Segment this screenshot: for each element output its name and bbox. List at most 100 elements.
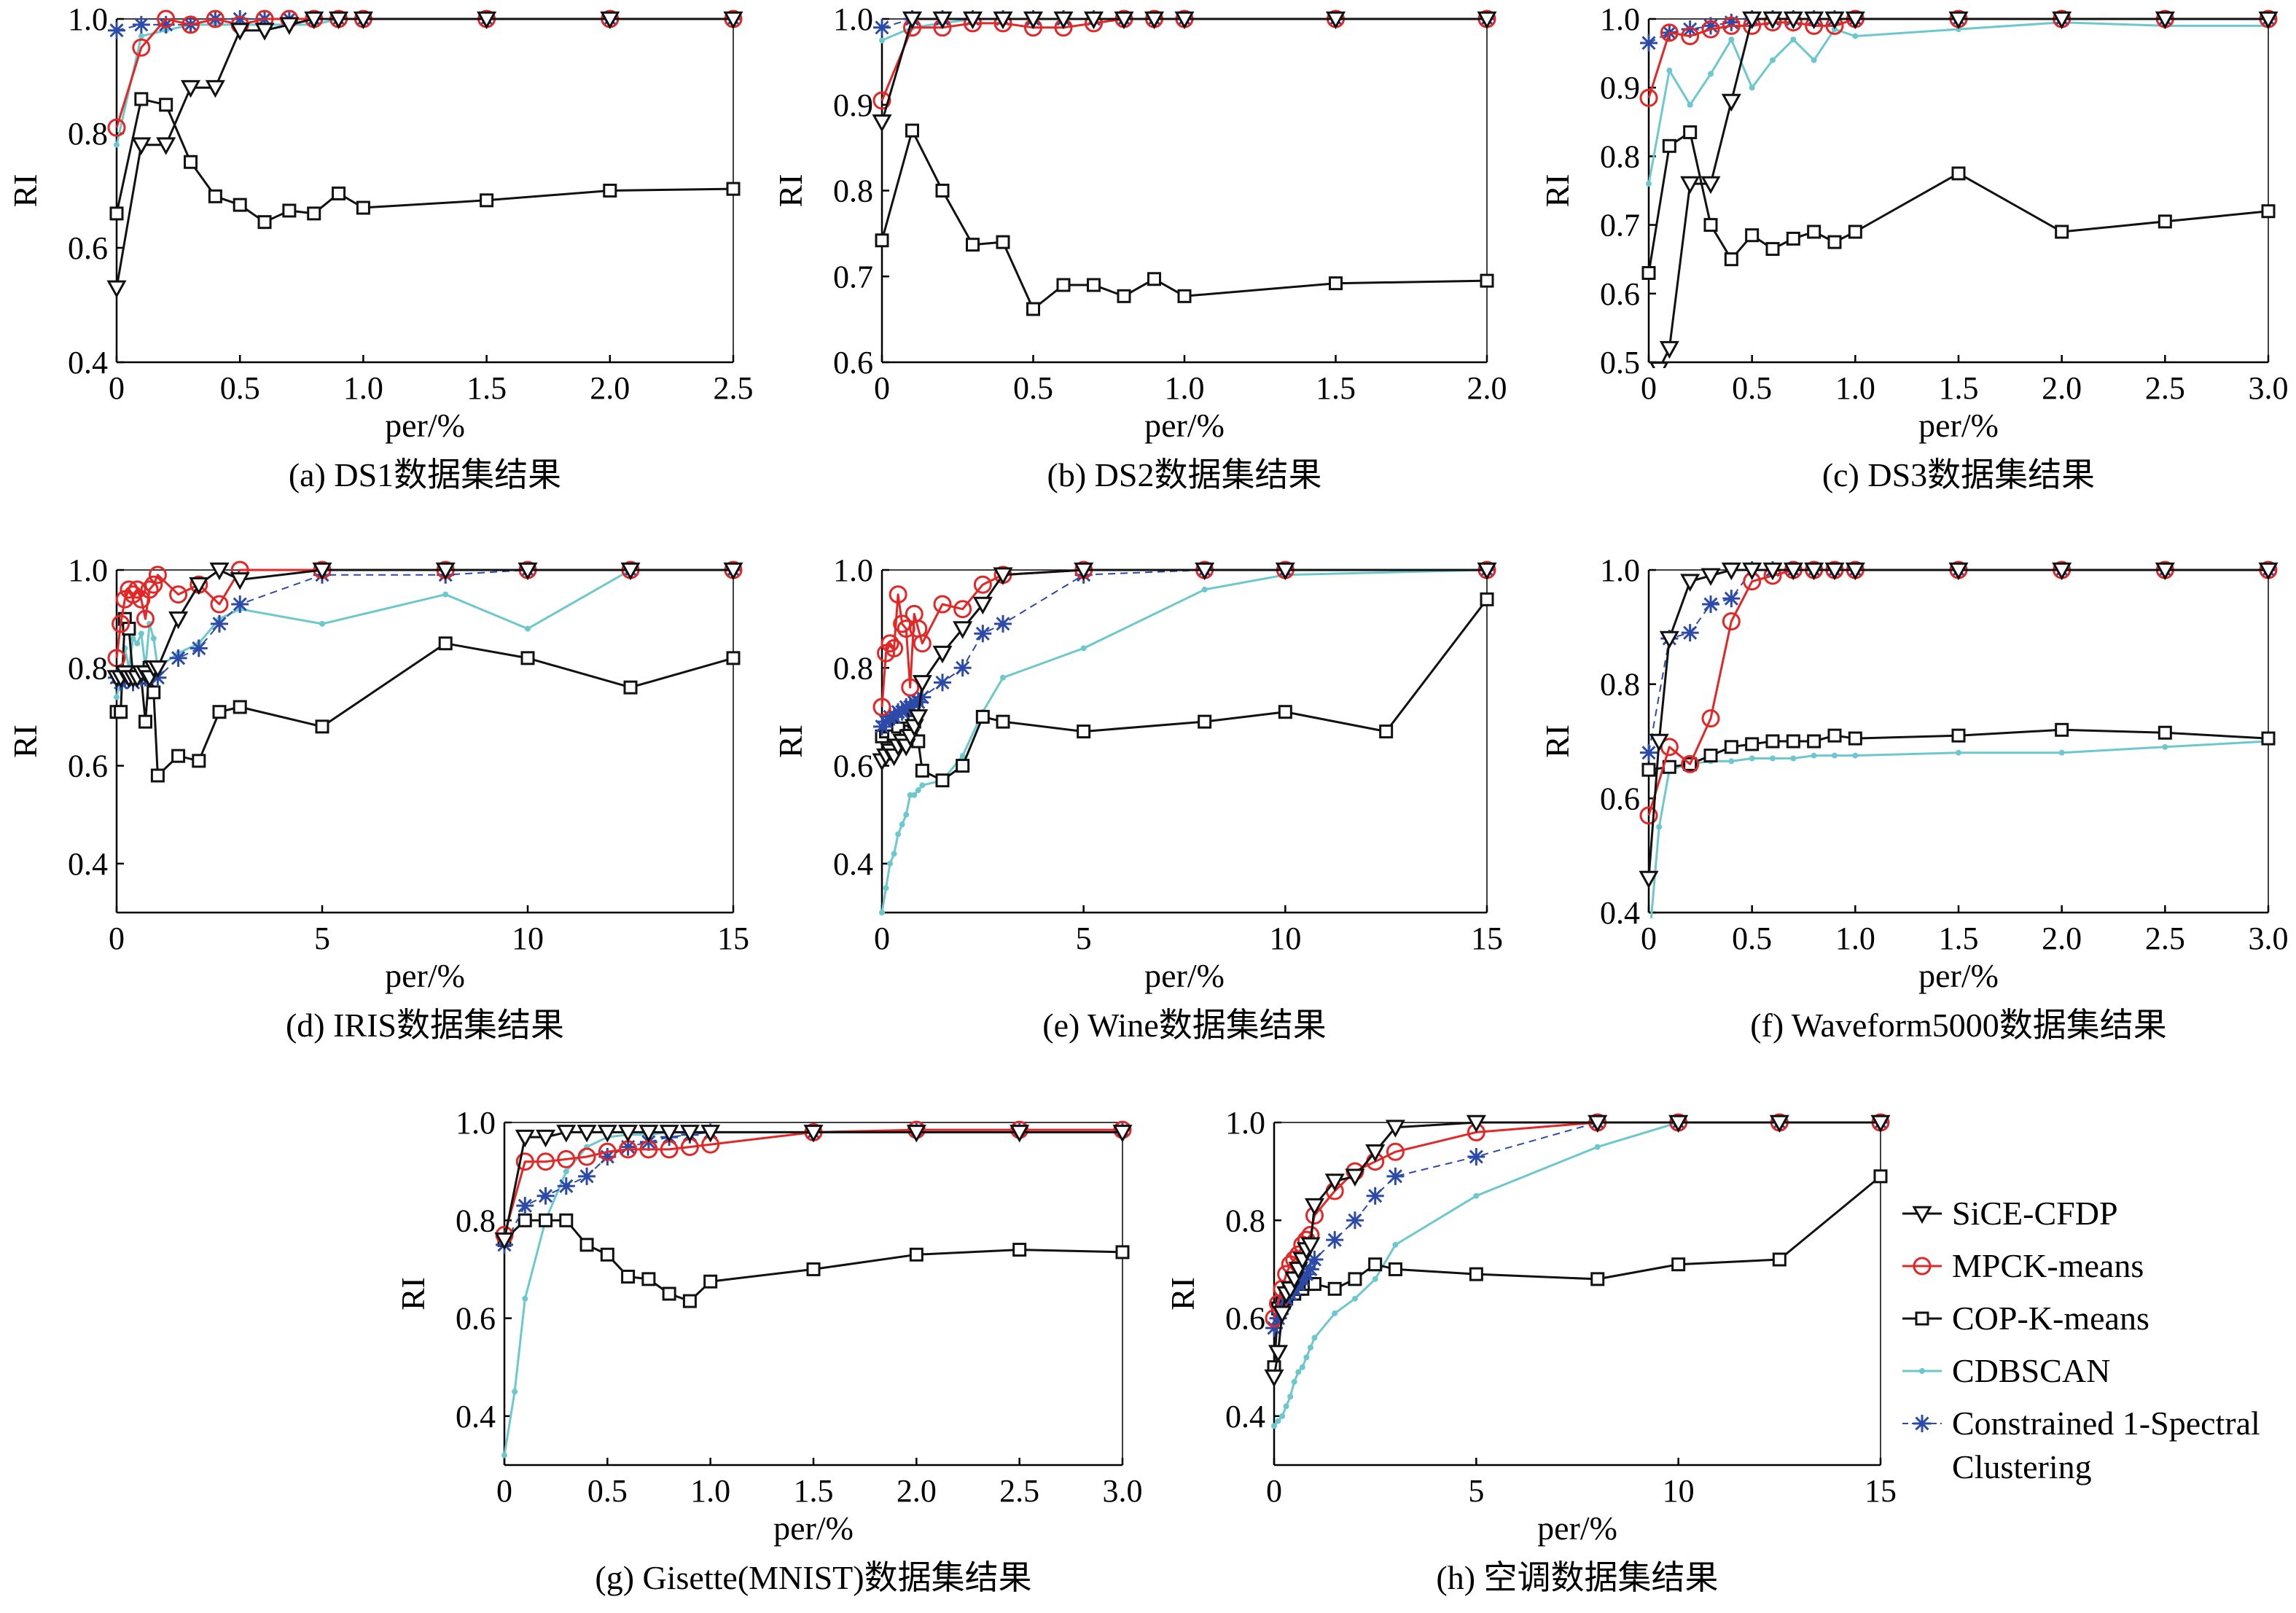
data-point: [935, 773, 950, 788]
data-point: [993, 11, 1013, 30]
legend-entry-cdbscan: CDBSCAN: [1902, 1352, 2110, 1389]
data-point: [1385, 1120, 1405, 1138]
data-point: [535, 1129, 556, 1148]
data-point: [1325, 11, 1346, 30]
data-point: [911, 792, 918, 798]
data-point: [603, 184, 617, 198]
data-point: [1332, 1310, 1338, 1316]
data-point: [1174, 11, 1195, 30]
data-point: [1372, 1276, 1378, 1282]
data-point: [1948, 11, 1969, 30]
plot-area: [1639, 561, 2279, 918]
x-tick-label: 0: [1266, 1473, 1282, 1509]
data-point: [620, 562, 641, 581]
data-point: [435, 562, 456, 581]
data-point: [1804, 562, 1824, 581]
data-point: [1765, 734, 1780, 749]
data-point: [1662, 138, 1676, 153]
data-point: [700, 1125, 721, 1143]
data-point: [138, 630, 144, 637]
plot-area: [106, 561, 743, 783]
data-point: [1870, 1114, 1891, 1133]
data-point: [107, 118, 126, 137]
series-cop-k-means: [1267, 1169, 1888, 1375]
series-line: [504, 1129, 1122, 1246]
data-point: [905, 123, 919, 138]
data-point: [515, 1129, 535, 1148]
data-point: [1845, 562, 1865, 581]
data-point: [1681, 20, 1699, 39]
data-point: [1283, 1403, 1289, 1410]
data-point: [1053, 11, 1074, 30]
data-point: [134, 92, 149, 106]
data-point: [1467, 1148, 1485, 1165]
data-point: [1786, 231, 1800, 246]
y-tick-label: 0.6: [1225, 1301, 1265, 1337]
data-point: [159, 98, 173, 112]
chart-panel-6: 0 0.5 1.0 1.5 2.0 2.5 3.0 0.4 0.6 0.8 1.0 per/% RI (f…: [1539, 552, 2289, 1044]
data-point: [279, 17, 300, 35]
x-tick-label: 0: [109, 921, 125, 956]
x-axis-label: per/%: [1918, 957, 1999, 994]
data-point: [1590, 1272, 1605, 1286]
data-point: [1804, 11, 1824, 30]
data-point: [1366, 1187, 1384, 1205]
series-sice-cfdp: [106, 11, 743, 299]
data-point: [966, 238, 980, 252]
data-point: [2058, 749, 2065, 756]
data-point: [1770, 57, 1776, 63]
data-point: [901, 678, 920, 697]
data-point: [956, 759, 970, 773]
series-line: [115, 17, 733, 128]
data-point: [1832, 752, 1838, 759]
data-point: [1639, 870, 1659, 889]
data-point: [112, 614, 130, 633]
data-point: [233, 198, 247, 212]
data-point: [577, 1125, 597, 1143]
data-point: [682, 1294, 697, 1308]
series-line: [1273, 1121, 1881, 1427]
series-sice-cfdp: [106, 562, 743, 688]
y-axis-label: RI: [1164, 1277, 1201, 1311]
series-line: [115, 98, 734, 224]
legend-entry-mpck-means: MPCK-means: [1902, 1247, 2144, 1284]
data-point: [181, 15, 200, 34]
data-point: [210, 595, 229, 614]
data-point: [138, 33, 144, 39]
data-point: [557, 1149, 576, 1168]
data-point: [893, 614, 912, 633]
y-tick-label: 0.8: [1225, 1203, 1265, 1238]
data-point: [902, 11, 923, 30]
data-point: [915, 787, 921, 794]
legend-marker: [1913, 1415, 1931, 1432]
data-point: [933, 595, 952, 614]
y-tick-label: 0.4: [833, 846, 873, 882]
data-point: [1772, 1252, 1787, 1267]
data-point: [1641, 266, 1656, 281]
x-tick-label: 0: [874, 370, 890, 406]
data-point: [515, 1152, 534, 1171]
data-point: [1365, 1144, 1386, 1163]
y-tick-label: 0.7: [833, 259, 873, 294]
data-point: [1681, 754, 1700, 773]
data-point: [1275, 562, 1295, 581]
series-line: [1273, 1121, 1881, 1378]
data-point: [1703, 218, 1718, 233]
data-point: [1345, 1168, 1365, 1187]
data-point: [1012, 1243, 1027, 1257]
data-point: [1469, 1267, 1483, 1281]
data-point: [150, 636, 157, 641]
data-point: [518, 562, 538, 581]
x-tick-label: 0.5: [1013, 370, 1053, 406]
data-point: [1594, 1144, 1601, 1150]
chart-panel-8: 0 5 10 15 0.4 0.6 0.8 1.0 per/% RI (h) 空调数据集结果: [1164, 1105, 1897, 1596]
data-point: [975, 709, 990, 724]
x-tick-label: 1.0: [690, 1473, 730, 1509]
series-line: [117, 617, 734, 777]
data-point: [233, 700, 247, 714]
y-tick-label: 1.0: [1225, 1105, 1265, 1141]
x-tick-label: 1.5: [794, 1473, 834, 1509]
data-point: [1287, 1394, 1294, 1399]
data-point: [1195, 562, 1215, 581]
